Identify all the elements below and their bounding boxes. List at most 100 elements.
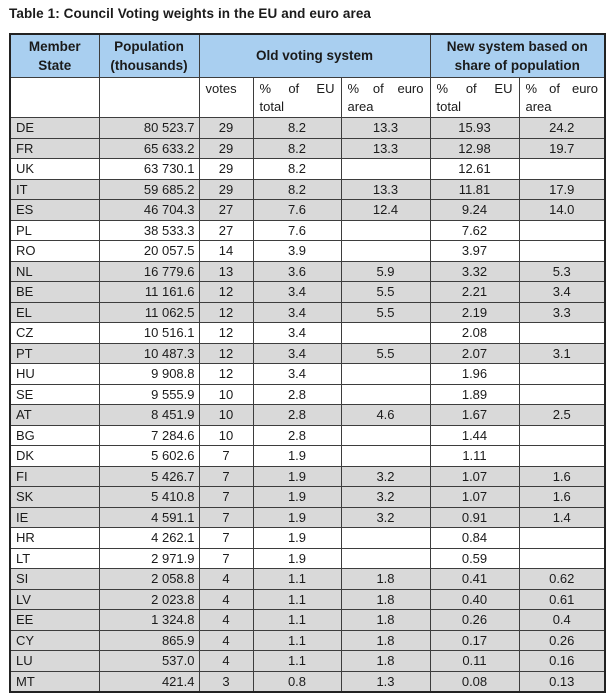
population-cell: 537.0	[98, 650, 200, 672]
population-cell: 11 161.6	[98, 281, 200, 303]
votes-cell: 4	[198, 588, 254, 610]
old-pct-euro-cell: 4.6	[340, 404, 431, 426]
votes-cell: 7	[198, 465, 254, 487]
population-cell: 5 426.7	[98, 465, 200, 487]
new-pct-eu-cell: 0.84	[429, 527, 520, 549]
new-pct-eu-cell: 0.08	[429, 670, 520, 693]
population-cell: 38 533.3	[98, 219, 200, 241]
population-cell: 1 324.8	[98, 609, 200, 631]
table-row: LT 2 971.9 7 1.9 0.59	[9, 547, 606, 569]
member-state-cell: FI	[9, 465, 100, 487]
header-votes: votes	[198, 77, 254, 118]
member-state-cell: SI	[9, 568, 100, 590]
population-cell: 16 779.6	[98, 260, 200, 282]
member-state-cell: EE	[9, 609, 100, 631]
old-pct-euro-cell	[340, 158, 431, 180]
votes-cell: 12	[198, 342, 254, 364]
new-pct-eu-cell: 0.40	[429, 588, 520, 610]
member-state-cell: DK	[9, 445, 100, 467]
header-new-system: New system based on share of population	[429, 33, 606, 78]
new-pct-euro-cell: 3.1	[518, 342, 606, 364]
new-pct-eu-cell: 0.11	[429, 650, 520, 672]
new-pct-euro-cell: 14.0	[518, 199, 606, 221]
table-header: Member State Population (thousands) Old …	[9, 33, 606, 118]
old-pct-eu-cell: 7.6	[252, 219, 342, 241]
table-row: EL 11 062.5 12 3.4 5.5 2.19 3.3	[9, 301, 606, 323]
pct-eu-line2: total	[259, 98, 285, 114]
population-cell: 5 602.6	[98, 445, 200, 467]
votes-cell: 3	[198, 670, 254, 693]
table-row: IT 59 685.2 29 8.2 13.3 11.81 17.9	[9, 178, 606, 200]
old-pct-eu-cell: 3.4	[252, 363, 342, 385]
table-row: IE 4 591.1 7 1.9 3.2 0.91 1.4	[9, 506, 606, 528]
population-cell: 9 555.9	[98, 383, 200, 405]
new-pct-eu-cell: 2.21	[429, 281, 520, 303]
table-row: BE 11 161.6 12 3.4 5.5 2.21 3.4	[9, 281, 606, 303]
new-pct-euro-cell: 2.5	[518, 404, 606, 426]
old-pct-eu-cell: 2.8	[252, 424, 342, 446]
votes-cell: 4	[198, 629, 254, 651]
member-state-cell: HR	[9, 527, 100, 549]
header-population: Population (thousands)	[98, 33, 200, 78]
population-cell: 9 908.8	[98, 363, 200, 385]
old-pct-euro-cell	[340, 547, 431, 569]
new-pct-eu-cell: 12.61	[429, 158, 520, 180]
member-state-cell: ES	[9, 199, 100, 221]
old-pct-euro-cell: 5.5	[340, 301, 431, 323]
votes-cell: 12	[198, 322, 254, 344]
old-pct-eu-cell: 1.1	[252, 568, 342, 590]
votes-cell: 7	[198, 506, 254, 528]
new-pct-euro-cell: 17.9	[518, 178, 606, 200]
member-state-cell: EL	[9, 301, 100, 323]
population-cell: 59 685.2	[98, 178, 200, 200]
votes-cell: 10	[198, 404, 254, 426]
votes-cell: 7	[198, 445, 254, 467]
population-cell: 421.4	[98, 670, 200, 693]
new-pct-eu-cell: 2.19	[429, 301, 520, 323]
pct-euro-line2: area	[525, 98, 552, 114]
population-cell: 65 633.2	[98, 137, 200, 159]
new-pct-euro-cell: 1.4	[518, 506, 606, 528]
old-pct-eu-cell: 2.8	[252, 404, 342, 426]
population-cell: 10 487.3	[98, 342, 200, 364]
member-state-cell: DE	[9, 117, 100, 139]
member-state-cell: NL	[9, 260, 100, 282]
old-pct-euro-cell	[340, 240, 431, 262]
new-pct-eu-cell: 0.26	[429, 609, 520, 631]
old-pct-euro-cell: 13.3	[340, 117, 431, 139]
votes-cell: 29	[198, 117, 254, 139]
old-pct-eu-cell: 1.1	[252, 588, 342, 610]
table-caption: Table 1: Council Voting weights in the E…	[9, 6, 372, 21]
table-row: HR 4 262.1 7 1.9 0.84	[9, 527, 606, 549]
new-pct-eu-cell: 1.89	[429, 383, 520, 405]
table-row: SE 9 555.9 10 2.8 1.89	[9, 383, 606, 405]
new-pct-euro-cell	[518, 527, 606, 549]
table-row: ES 46 704.3 27 7.6 12.4 9.24 14.0	[9, 199, 606, 221]
new-pct-euro-cell: 0.4	[518, 609, 606, 631]
member-state-cell: AT	[9, 404, 100, 426]
population-cell: 2 971.9	[98, 547, 200, 569]
votes-cell: 29	[198, 178, 254, 200]
header-old-pct-eu: % of EU total	[252, 77, 342, 118]
new-pct-euro-cell: 0.16	[518, 650, 606, 672]
old-pct-euro-cell	[340, 527, 431, 549]
old-pct-euro-cell: 3.2	[340, 506, 431, 528]
new-pct-eu-cell: 1.44	[429, 424, 520, 446]
header-new-pct-euro: % of euro area	[518, 77, 606, 118]
header-old-voting-system: Old voting system	[198, 33, 431, 78]
old-pct-eu-cell: 1.9	[252, 527, 342, 549]
old-pct-eu-cell: 2.8	[252, 383, 342, 405]
member-state-cell: LV	[9, 588, 100, 610]
new-pct-euro-cell	[518, 383, 606, 405]
old-pct-eu-cell: 1.1	[252, 650, 342, 672]
old-pct-eu-cell: 8.2	[252, 137, 342, 159]
population-cell: 5 410.8	[98, 486, 200, 508]
table-row: EE 1 324.8 4 1.1 1.8 0.26 0.4	[9, 609, 606, 631]
member-state-cell: FR	[9, 137, 100, 159]
population-cell: 8 451.9	[98, 404, 200, 426]
population-cell: 2 058.8	[98, 568, 200, 590]
table-row: HU 9 908.8 12 3.4 1.96	[9, 363, 606, 385]
header-new-pct-eu: % of EU total	[429, 77, 520, 118]
table-row: NL 16 779.6 13 3.6 5.9 3.32 5.3	[9, 260, 606, 282]
member-state-cell: IE	[9, 506, 100, 528]
